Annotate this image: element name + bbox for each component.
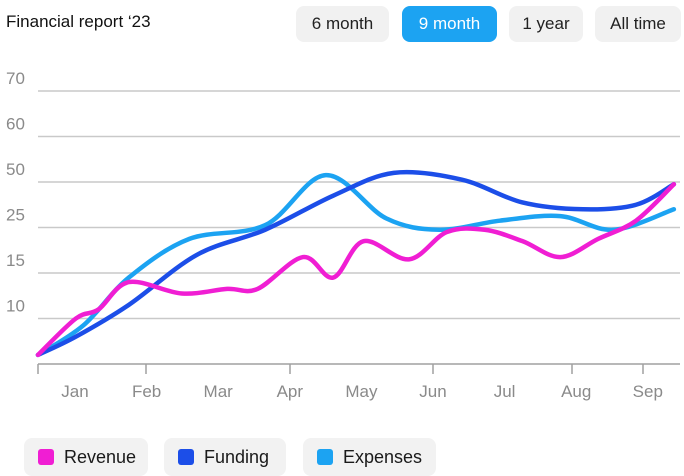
legend-revenue[interactable]: Revenue bbox=[24, 438, 148, 476]
page-title: Financial report ‘23 bbox=[6, 12, 151, 31]
y-tick-label: 60 bbox=[6, 115, 25, 134]
expenses-series-line bbox=[35, 172, 677, 358]
x-tick-label: May bbox=[345, 382, 378, 401]
range-9-month-button[interactable]: 9 month bbox=[402, 6, 497, 42]
x-tick-label: Apr bbox=[277, 382, 304, 401]
legend-expenses-label: Expenses bbox=[343, 446, 423, 467]
funding-swatch bbox=[178, 449, 194, 465]
expenses-swatch bbox=[317, 449, 333, 465]
x-tick-label: Jan bbox=[61, 382, 88, 401]
legend-revenue-label: Revenue bbox=[64, 446, 137, 467]
y-tick-label: 10 bbox=[6, 297, 25, 316]
y-tick-label: 70 bbox=[6, 69, 25, 88]
x-tick-label: Feb bbox=[132, 382, 161, 401]
x-tick-label: Mar bbox=[204, 382, 234, 401]
x-tick-label: Sep bbox=[633, 382, 663, 401]
line-chart: 70 60 50 25 15 10 Jan Feb Mar Apr May Jun Jul Aug Sep bbox=[6, 69, 680, 401]
x-tick-label: Jul bbox=[494, 382, 516, 401]
y-tick-label: 25 bbox=[6, 206, 25, 225]
legend-funding-label: Funding bbox=[204, 446, 270, 467]
range-all-time-button[interactable]: All time bbox=[595, 6, 681, 42]
x-tick-label: Aug bbox=[561, 382, 591, 401]
x-tick-label: Jun bbox=[419, 382, 446, 401]
range-6-month-button[interactable]: 6 month bbox=[296, 6, 389, 42]
y-tick-label: 15 bbox=[6, 251, 25, 270]
funding-series-line bbox=[35, 169, 677, 358]
revenue-swatch bbox=[38, 449, 54, 465]
legend-funding[interactable]: Funding bbox=[164, 438, 286, 476]
y-tick-label: 50 bbox=[6, 160, 25, 179]
legend-expenses[interactable]: Expenses bbox=[303, 438, 436, 476]
revenue-series-line bbox=[35, 182, 677, 358]
range-1-year-button[interactable]: 1 year bbox=[509, 6, 583, 42]
